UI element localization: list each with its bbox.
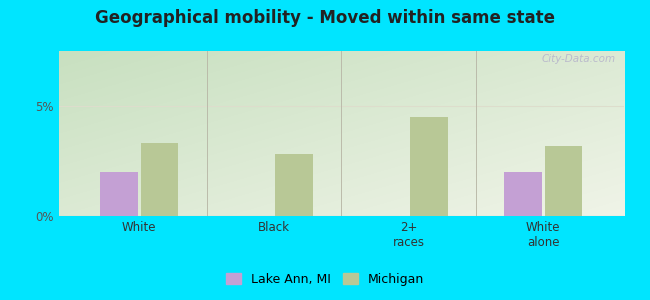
Bar — [276, 154, 313, 216]
Text: Geographical mobility - Moved within same state: Geographical mobility - Moved within sam… — [95, 9, 555, 27]
Bar — [140, 143, 178, 216]
Legend: Lake Ann, MI, Michigan: Lake Ann, MI, Michigan — [221, 268, 429, 291]
Bar — [504, 172, 542, 216]
Bar — [100, 172, 138, 216]
Bar — [410, 117, 448, 216]
Text: City-Data.com: City-Data.com — [541, 54, 616, 64]
Bar — [545, 146, 582, 216]
